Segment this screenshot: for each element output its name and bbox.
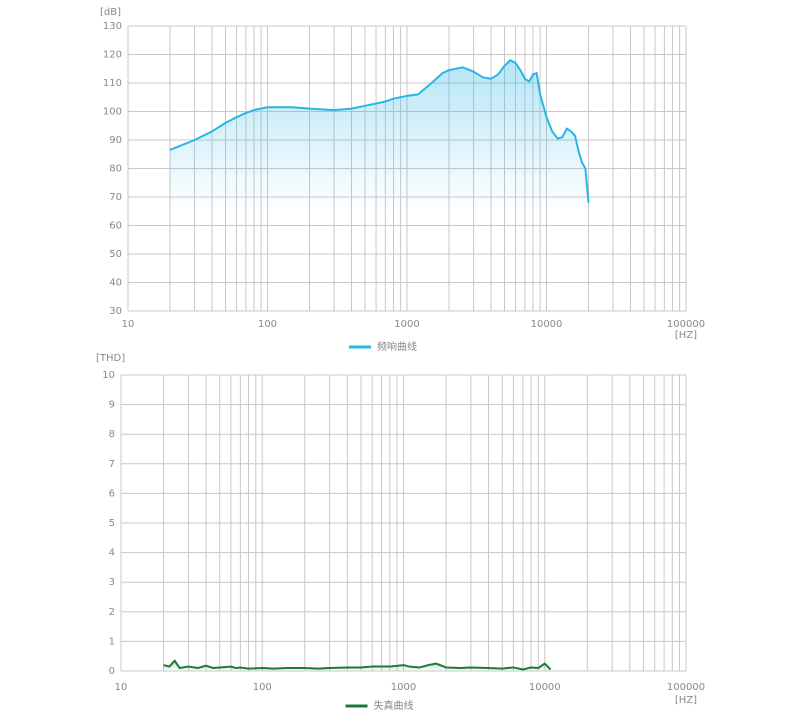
legend-label: 频响曲线 <box>377 340 417 353</box>
legend-label: 失真曲线 <box>374 699 414 712</box>
x-tick-label: 100000 <box>667 319 705 330</box>
y-tick-label: 120 <box>103 50 122 61</box>
y-tick-label: 80 <box>109 164 122 175</box>
y-tick-label: 9 <box>109 400 115 411</box>
y-tick-label: 50 <box>109 249 122 260</box>
y-tick-label: 110 <box>103 78 122 89</box>
y-tick-label: 4 <box>109 548 115 559</box>
area <box>163 660 551 671</box>
y-tick-label: 0 <box>109 666 115 677</box>
y-tick-label: 3 <box>109 577 115 588</box>
x-tick-label: 1000 <box>394 319 419 330</box>
area <box>169 60 589 312</box>
x-tick-label: 10000 <box>531 319 563 330</box>
y-axis-label: [THD] <box>96 353 125 364</box>
x-tick-label: 1000 <box>391 682 416 693</box>
line <box>169 59 590 203</box>
y-tick-label: 60 <box>109 221 122 232</box>
x-axis-label: [HZ] <box>675 330 697 341</box>
x-tick-label: 100 <box>258 319 277 330</box>
y-tick-label: 90 <box>109 135 122 146</box>
y-tick-label: 70 <box>109 192 122 203</box>
y-axis-label: [dB] <box>100 7 121 18</box>
x-tick-label: 10000 <box>529 682 561 693</box>
y-tick-label: 100 <box>103 107 122 118</box>
y-tick-label: 40 <box>109 278 122 289</box>
line <box>163 659 552 671</box>
x-tick-label: 100000 <box>667 682 705 693</box>
x-tick-label: 100 <box>253 682 272 693</box>
x-tick-label: 10 <box>115 682 128 693</box>
x-tick-label: 10 <box>122 319 135 330</box>
y-tick-label: 5 <box>109 518 115 529</box>
y-tick-label: 2 <box>109 607 115 618</box>
y-tick-label: 10 <box>102 370 115 381</box>
y-tick-label: 7 <box>109 459 115 470</box>
y-tick-label: 30 <box>109 306 122 317</box>
y-tick-label: 6 <box>109 488 115 499</box>
y-tick-label: 8 <box>109 429 115 440</box>
x-axis-label: [HZ] <box>675 695 697 706</box>
y-tick-label: 1 <box>109 636 115 647</box>
y-tick-label: 130 <box>103 21 122 32</box>
